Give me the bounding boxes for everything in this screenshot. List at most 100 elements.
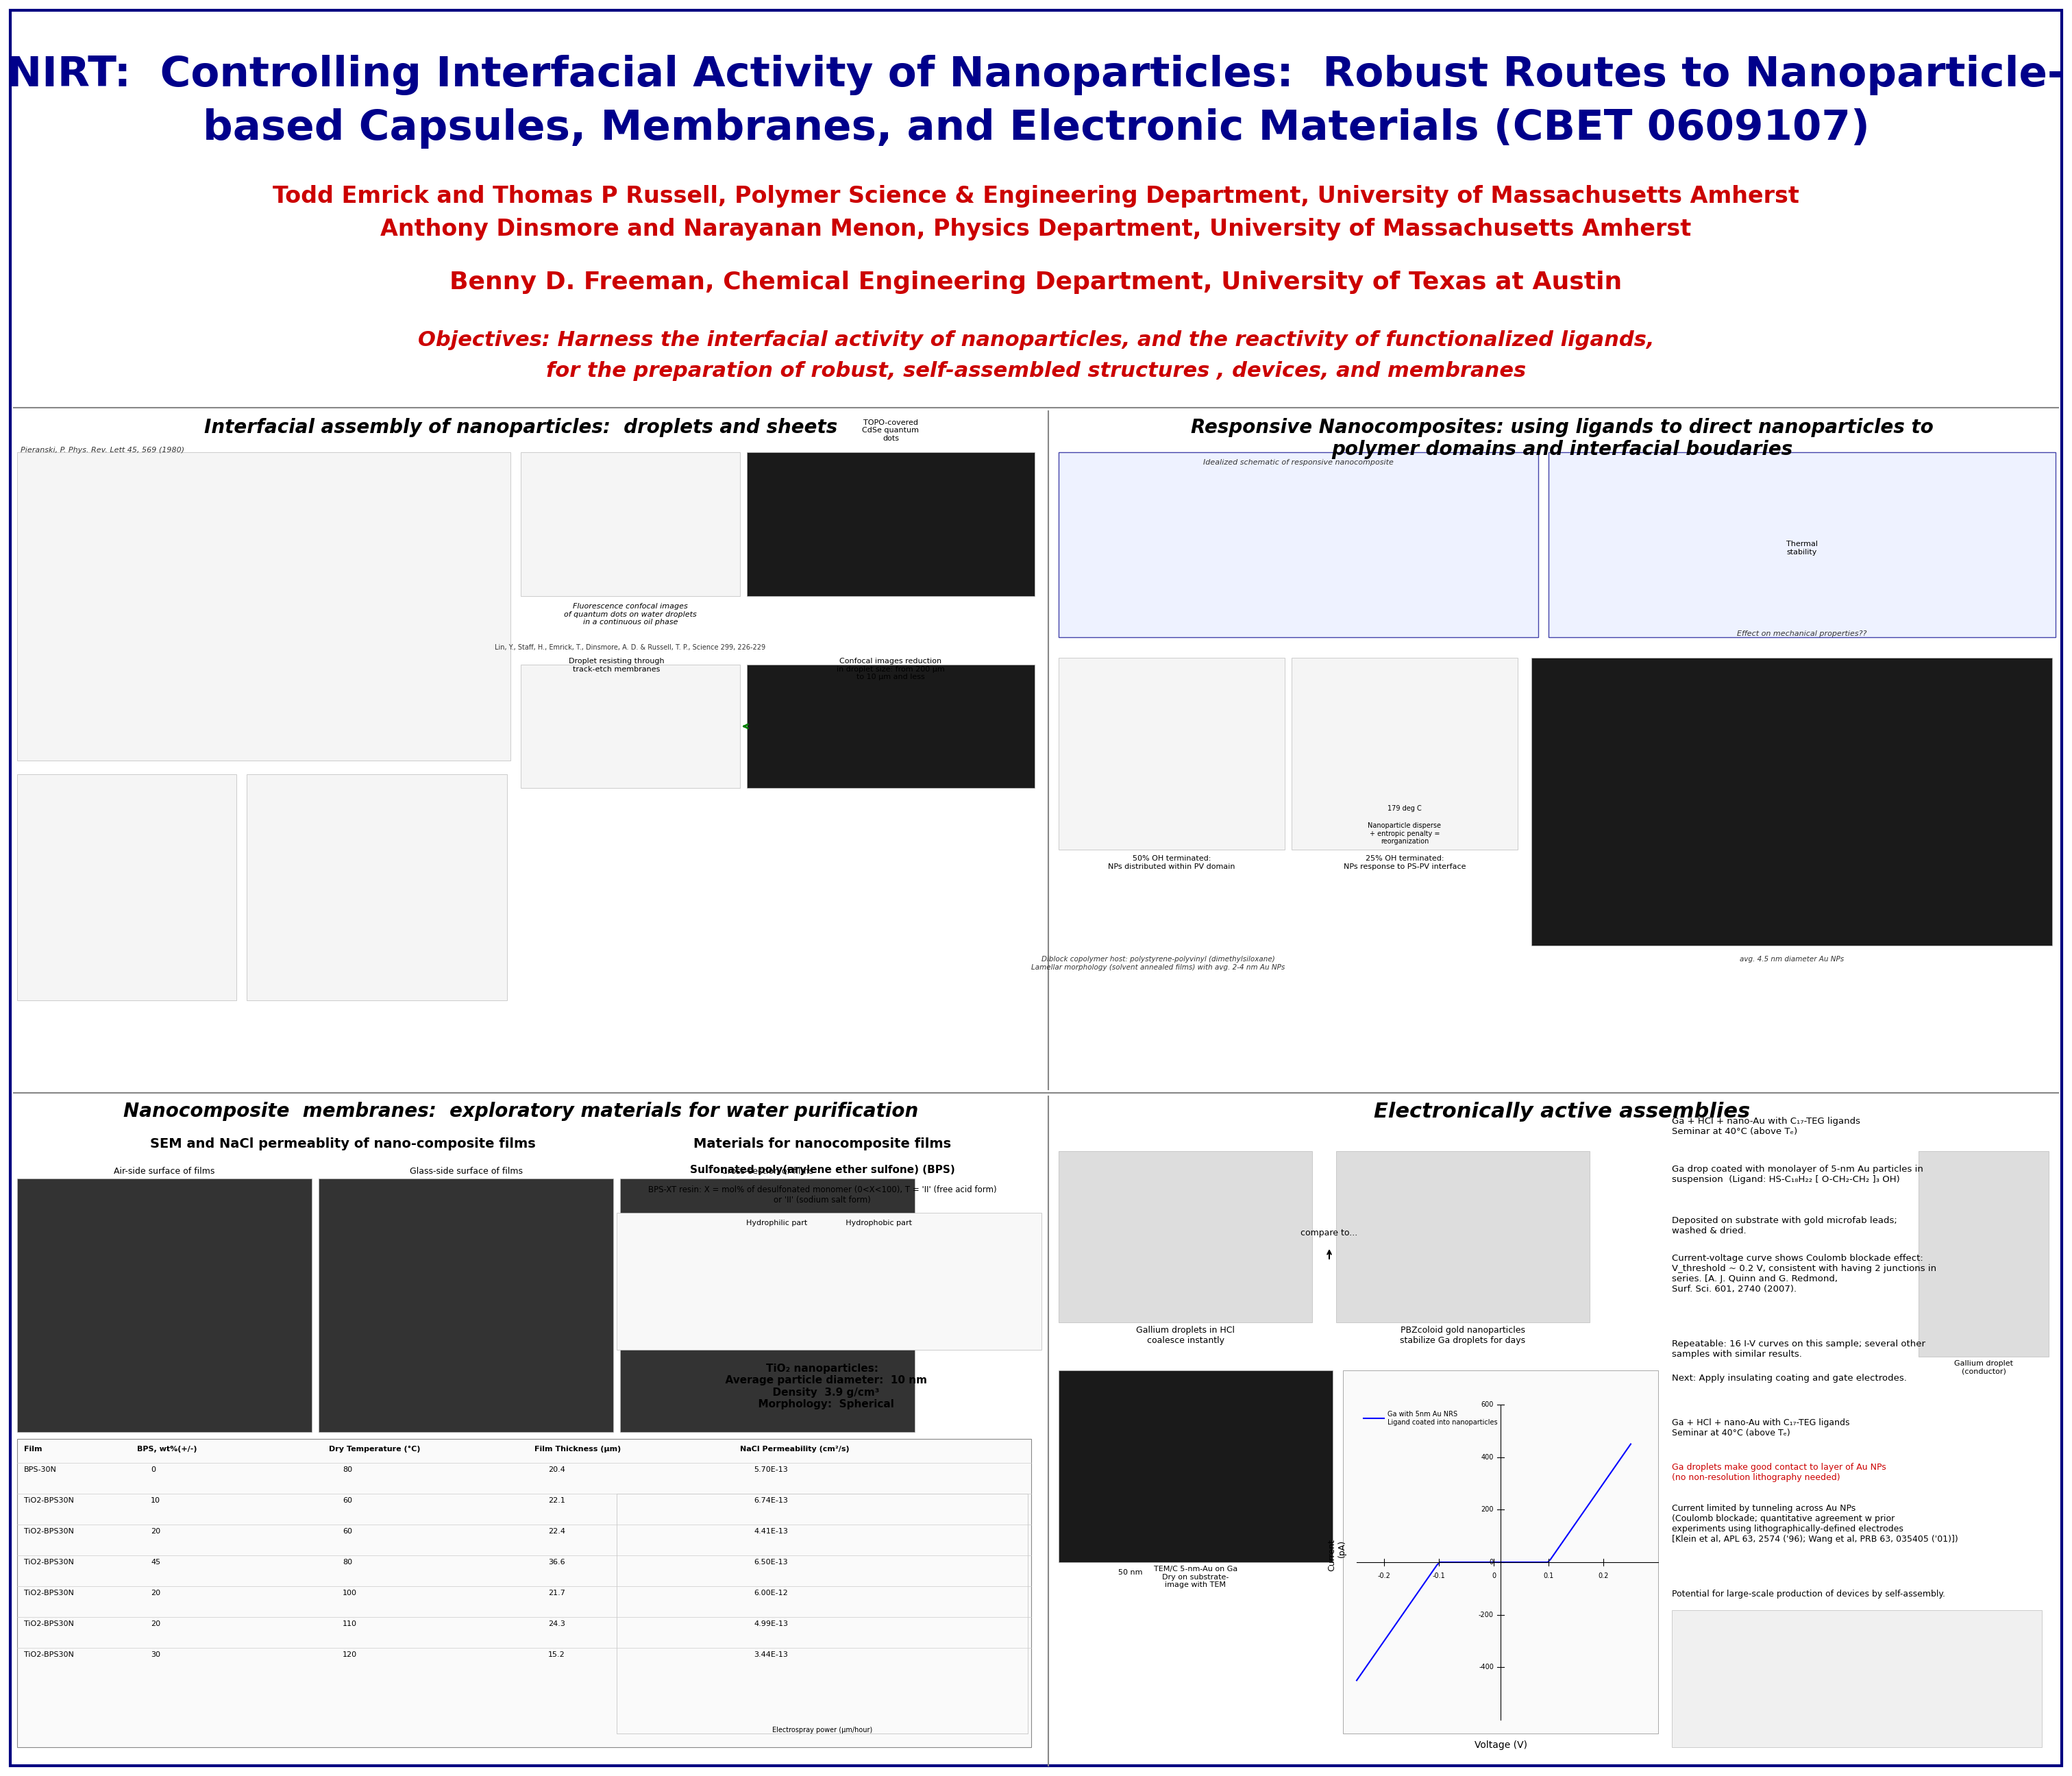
Bar xyxy=(617,1494,1028,1733)
Text: Nanoparticle disperse
+ entropic penalty =
reorganization: Nanoparticle disperse + entropic penalty… xyxy=(1368,822,1442,845)
Text: based Capsules, Membranes, and Electronic Materials (CBET 0609107): based Capsules, Membranes, and Electroni… xyxy=(203,108,1869,149)
Text: 0.1: 0.1 xyxy=(1544,1572,1554,1579)
Text: TEM/C 5-nm-Au on Ga
Dry on substrate-
image with TEM: TEM/C 5-nm-Au on Ga Dry on substrate- im… xyxy=(1154,1566,1237,1588)
Text: 25% OH terminated:
NPs response to PS-PV interface: 25% OH terminated: NPs response to PS-PV… xyxy=(1343,854,1465,870)
Text: BPS-30N: BPS-30N xyxy=(25,1467,56,1472)
Text: Droplet resisting through
track-etch membranes: Droplet resisting through track-etch mem… xyxy=(570,657,665,673)
Text: 600: 600 xyxy=(1481,1401,1494,1408)
Text: 30: 30 xyxy=(151,1652,160,1659)
Text: 5.70E-13: 5.70E-13 xyxy=(754,1467,787,1472)
Text: -400: -400 xyxy=(1479,1664,1494,1671)
Text: Effect on mechanical properties??: Effect on mechanical properties?? xyxy=(1736,630,1867,638)
Text: Responsive Nanocomposites: using ligands to direct nanoparticles to
polymer doma: Responsive Nanocomposites: using ligands… xyxy=(1191,417,1933,460)
Text: Confocal images reduction
in droplet size: from 200 μm
to 10 μm and less: Confocal images reduction in droplet siz… xyxy=(837,657,945,680)
Text: compare to...: compare to... xyxy=(1301,1229,1357,1238)
Text: 80: 80 xyxy=(342,1467,352,1472)
Text: NIRT:  Controlling Interfacial Activity of Nanoparticles:  Robust Routes to Nano: NIRT: Controlling Interfacial Activity o… xyxy=(6,55,2066,96)
Text: Hydrophilic part                Hydrophobic part: Hydrophilic part Hydrophobic part xyxy=(746,1220,912,1227)
Text: TiO2-BPS30N: TiO2-BPS30N xyxy=(25,1620,75,1627)
Text: Electronically active assemblies: Electronically active assemblies xyxy=(1374,1101,1751,1122)
Text: Objectives: Harness the interfacial activity of nanoparticles, and the reactivit: Objectives: Harness the interfacial acti… xyxy=(419,330,1653,350)
Text: TiO2-BPS30N: TiO2-BPS30N xyxy=(25,1652,75,1659)
Text: 10: 10 xyxy=(151,1497,160,1504)
Text: 3.44E-13: 3.44E-13 xyxy=(754,1652,787,1659)
Bar xyxy=(520,453,740,597)
Text: Current
(pA): Current (pA) xyxy=(1328,1540,1347,1572)
Text: 45: 45 xyxy=(151,1559,160,1566)
Text: Ga drop coated with monolayer of 5-nm Au particles in
suspension  (Ligand: HS-C₁: Ga drop coated with monolayer of 5-nm Au… xyxy=(1672,1165,1923,1185)
Text: 4.99E-13: 4.99E-13 xyxy=(754,1620,787,1627)
Bar xyxy=(319,1179,613,1431)
Text: 60: 60 xyxy=(342,1527,352,1534)
Text: Pieranski, P. Phys. Rev. Lett 45, 569 (1980): Pieranski, P. Phys. Rev. Lett 45, 569 (1… xyxy=(21,448,184,453)
Text: TiO2-BPS30N: TiO2-BPS30N xyxy=(25,1559,75,1566)
Text: 20: 20 xyxy=(151,1590,160,1597)
Text: Film: Film xyxy=(25,1446,41,1453)
Text: Ga + HCl + nano-Au with C₁₇-TEG ligands
Seminar at 40°C (above Tₑ): Ga + HCl + nano-Au with C₁₇-TEG ligands … xyxy=(1672,1117,1861,1137)
Bar xyxy=(1548,453,2055,638)
Text: Fluorescence confocal images
of quantum dots on water droplets
in a continuous o: Fluorescence confocal images of quantum … xyxy=(564,604,696,625)
Bar xyxy=(247,774,508,1000)
Text: 179 deg C: 179 deg C xyxy=(1388,805,1421,812)
Text: 100: 100 xyxy=(342,1590,356,1597)
Text: TiO2-BPS30N: TiO2-BPS30N xyxy=(25,1590,75,1597)
Text: Interfacial assembly of nanoparticles:  droplets and sheets: Interfacial assembly of nanoparticles: d… xyxy=(205,417,837,437)
Text: Air-side surface of films: Air-side surface of films xyxy=(114,1167,215,1176)
Bar xyxy=(746,664,1034,789)
Text: 0: 0 xyxy=(151,1467,155,1472)
Bar xyxy=(1059,1151,1312,1323)
Bar xyxy=(520,664,740,789)
Text: 22.1: 22.1 xyxy=(549,1497,566,1504)
Text: Cross-section of films: Cross-section of films xyxy=(721,1167,814,1176)
Text: 22.4: 22.4 xyxy=(549,1527,566,1534)
Text: Idealized schematic of responsive nanocomposite: Idealized schematic of responsive nanoco… xyxy=(1204,458,1394,465)
Text: Materials for nanocomposite films: Materials for nanocomposite films xyxy=(694,1137,951,1151)
Text: 120: 120 xyxy=(342,1652,356,1659)
Text: Lin, Y., Staff, H., Emrick, T., Dinsmore, A. D. & Russell, T. P., Science 299, 2: Lin, Y., Staff, H., Emrick, T., Dinsmore… xyxy=(495,645,767,652)
Text: Ga + HCl + nano-Au with C₁₇-TEG ligands
Seminar at 40°C (above Tₑ): Ga + HCl + nano-Au with C₁₇-TEG ligands … xyxy=(1672,1419,1850,1437)
Text: Dry Temperature (°C): Dry Temperature (°C) xyxy=(329,1446,421,1453)
Text: 20.4: 20.4 xyxy=(549,1467,566,1472)
Text: BPS-XT resin: X = mol% of desulfonated monomer (0<X<100), T = 'II' (free acid fo: BPS-XT resin: X = mol% of desulfonated m… xyxy=(649,1185,997,1204)
Text: Glass-side surface of films: Glass-side surface of films xyxy=(410,1167,522,1176)
Text: Current-voltage curve shows Coulomb blockade effect:
V_threshold ~ 0.2 V, consis: Current-voltage curve shows Coulomb bloc… xyxy=(1672,1254,1937,1293)
Text: Benny D. Freeman, Chemical Engineering Department, University of Texas at Austin: Benny D. Freeman, Chemical Engineering D… xyxy=(450,270,1622,295)
Text: 24.3: 24.3 xyxy=(549,1620,566,1627)
Bar xyxy=(1291,657,1517,849)
Text: Anthony Dinsmore and Narayanan Menon, Physics Department, University of Massachu: Anthony Dinsmore and Narayanan Menon, Ph… xyxy=(381,218,1691,240)
Text: TiO₂ nanoparticles:
  Average particle diameter:  10 nm
  Density  3.9 g/cm³
  M: TiO₂ nanoparticles: Average particle dia… xyxy=(717,1364,926,1410)
Text: Nanocomposite  membranes:  exploratory materials for water purification: Nanocomposite membranes: exploratory mat… xyxy=(122,1101,918,1121)
Text: 0.2: 0.2 xyxy=(1598,1572,1608,1579)
Text: Film Thickness (μm): Film Thickness (μm) xyxy=(535,1446,622,1453)
Text: 6.74E-13: 6.74E-13 xyxy=(754,1497,787,1504)
Text: Ga with 5nm Au NRS
Ligand coated into nanoparticles: Ga with 5nm Au NRS Ligand coated into na… xyxy=(1388,1410,1498,1426)
Text: 0: 0 xyxy=(1490,1559,1494,1566)
Bar xyxy=(1059,657,1285,849)
Text: avg. 4.5 nm diameter Au NPs: avg. 4.5 nm diameter Au NPs xyxy=(1740,955,1844,963)
Bar xyxy=(17,774,236,1000)
Text: Ga droplets make good contact to layer of Au NPs
(no non-resolution lithography : Ga droplets make good contact to layer o… xyxy=(1672,1463,1886,1481)
Text: 400: 400 xyxy=(1481,1455,1494,1460)
Bar xyxy=(17,1439,1032,1748)
Text: Diblock copolymer host: polystyrene-polyvinyl (dimethylsiloxane)
Lamellar morpho: Diblock copolymer host: polystyrene-poly… xyxy=(1032,955,1285,971)
Bar xyxy=(746,453,1034,597)
Bar xyxy=(1919,1151,2049,1357)
Text: 50 nm: 50 nm xyxy=(1119,1568,1144,1575)
Text: 110: 110 xyxy=(342,1620,356,1627)
Text: -200: -200 xyxy=(1479,1611,1494,1618)
Text: 20: 20 xyxy=(151,1527,160,1534)
Bar xyxy=(1059,1371,1332,1563)
Text: 60: 60 xyxy=(342,1497,352,1504)
Text: Deposited on substrate with gold microfab leads;
washed & dried.: Deposited on substrate with gold microfa… xyxy=(1672,1217,1898,1236)
Text: 4.41E-13: 4.41E-13 xyxy=(754,1527,787,1534)
Text: Sulfonated poly(arylene ether sulfone) (BPS): Sulfonated poly(arylene ether sulfone) (… xyxy=(690,1165,955,1176)
Text: TOPO-covered
CdSe quantum
dots: TOPO-covered CdSe quantum dots xyxy=(862,419,920,442)
Text: 15.2: 15.2 xyxy=(549,1652,566,1659)
Text: 50% OH terminated:
NPs distributed within PV domain: 50% OH terminated: NPs distributed withi… xyxy=(1109,854,1235,870)
Text: Todd Emrick and Thomas P Russell, Polymer Science & Engineering Department, Univ: Todd Emrick and Thomas P Russell, Polyme… xyxy=(274,185,1798,208)
Text: SEM and NaCl permeablity of nano-composite films: SEM and NaCl permeablity of nano-composi… xyxy=(149,1137,535,1151)
Bar xyxy=(620,1179,914,1431)
Text: BPS, wt%(+/-): BPS, wt%(+/-) xyxy=(137,1446,197,1453)
Text: -0.1: -0.1 xyxy=(1432,1572,1446,1579)
Text: Thermal
stability: Thermal stability xyxy=(1786,540,1817,556)
